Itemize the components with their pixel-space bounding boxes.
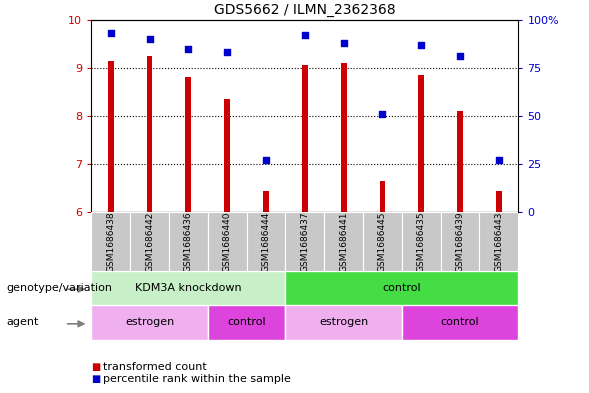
Bar [479, 212, 518, 271]
Text: GSM1686437: GSM1686437 [300, 211, 309, 272]
Bar [286, 212, 324, 271]
Text: estrogen: estrogen [319, 317, 368, 327]
Bar [263, 191, 269, 212]
Title: GDS5662 / ILMN_2362368: GDS5662 / ILMN_2362368 [214, 3, 396, 17]
Text: ■: ■ [91, 374, 101, 384]
Point [300, 32, 310, 38]
Text: GSM1686440: GSM1686440 [223, 211, 231, 272]
Bar [108, 61, 114, 212]
Bar [363, 212, 402, 271]
Bar [91, 305, 208, 340]
Bar [147, 56, 153, 212]
Bar [302, 65, 307, 212]
Text: GSM1686441: GSM1686441 [339, 211, 348, 272]
Bar [402, 305, 518, 340]
Point [145, 36, 154, 42]
Text: GSM1686436: GSM1686436 [184, 211, 193, 272]
Text: KDM3A knockdown: KDM3A knockdown [135, 283, 241, 293]
Point [106, 30, 115, 36]
Text: GSM1686443: GSM1686443 [494, 211, 504, 272]
Bar [91, 212, 130, 271]
Bar [247, 212, 286, 271]
Bar [208, 305, 286, 340]
Text: GSM1686445: GSM1686445 [378, 211, 387, 272]
Bar [91, 271, 286, 305]
Text: transformed count: transformed count [103, 362, 207, 373]
Text: control: control [382, 283, 421, 293]
Bar [324, 212, 363, 271]
Text: estrogen: estrogen [125, 317, 174, 327]
Point [494, 157, 504, 163]
Text: GSM1686444: GSM1686444 [262, 211, 270, 272]
Point [339, 40, 348, 46]
Text: genotype/variation: genotype/variation [6, 283, 112, 293]
Text: control: control [227, 317, 266, 327]
Bar [340, 63, 346, 212]
Text: GSM1686442: GSM1686442 [145, 211, 154, 272]
Bar [169, 212, 208, 271]
Text: control: control [441, 317, 479, 327]
Text: agent: agent [6, 317, 38, 327]
Point [262, 157, 271, 163]
Bar [186, 77, 191, 212]
Bar [402, 212, 441, 271]
Point [378, 111, 387, 117]
Text: percentile rank within the sample: percentile rank within the sample [103, 374, 291, 384]
Bar [441, 212, 479, 271]
Text: GSM1686435: GSM1686435 [417, 211, 426, 272]
Bar [208, 212, 247, 271]
Bar [130, 212, 169, 271]
Point [223, 49, 232, 55]
Text: GSM1686438: GSM1686438 [106, 211, 115, 272]
Bar [379, 181, 385, 212]
Text: ■: ■ [91, 362, 101, 373]
Point [455, 53, 465, 59]
Text: GSM1686439: GSM1686439 [455, 211, 465, 272]
Point [184, 45, 193, 51]
Bar [286, 271, 518, 305]
Bar [286, 305, 402, 340]
Point [416, 42, 426, 48]
Bar [224, 99, 230, 212]
Bar [457, 111, 463, 212]
Bar [418, 75, 424, 212]
Bar [496, 191, 502, 212]
